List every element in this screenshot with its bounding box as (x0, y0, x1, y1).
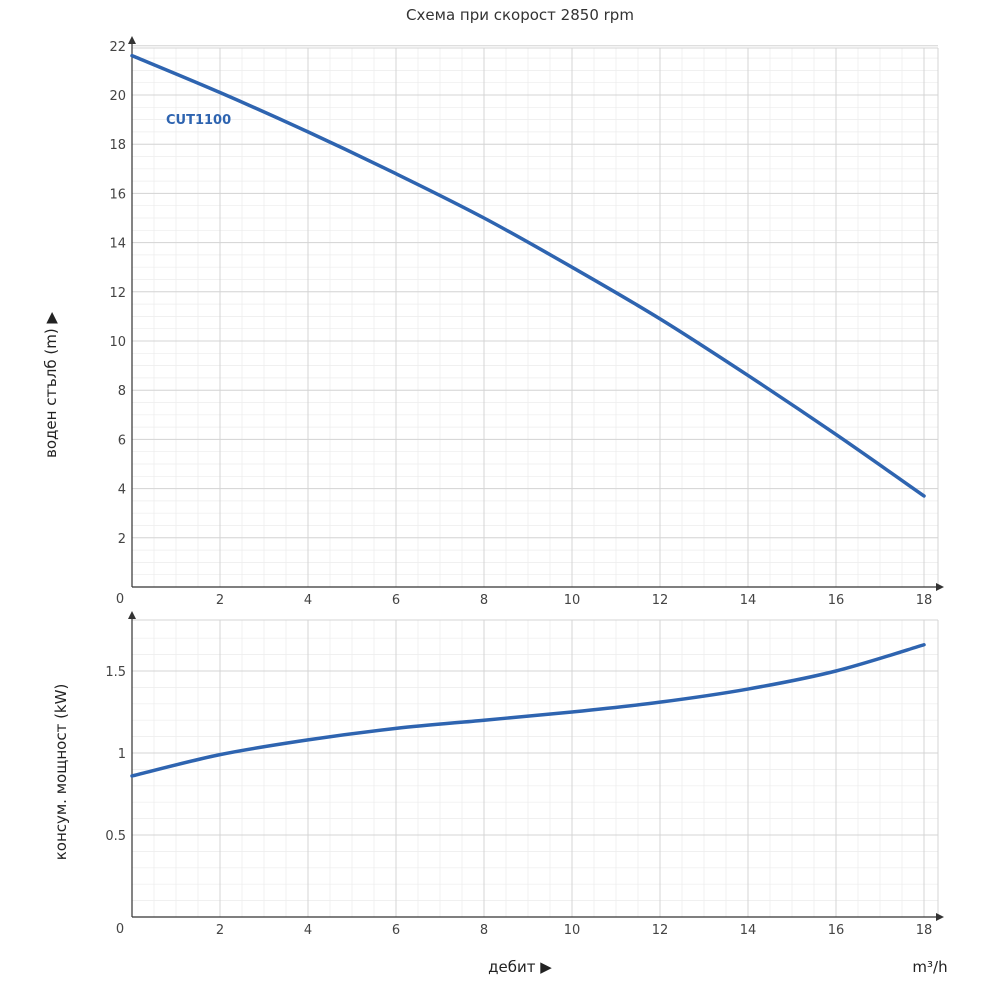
x-tick-label: 4 (304, 593, 312, 608)
series-line (130, 53, 926, 498)
power-chart-panel: 0 2 4 6 8 10 12 14 16 18 0.5 1 1.5 консум. мощност (k… (52, 611, 944, 938)
major-grid (132, 45, 939, 587)
y-tick-label: 4 (118, 483, 126, 498)
x-tick-label: 18 (916, 593, 933, 608)
major-grid (132, 619, 939, 917)
y-tick-label: 16 (109, 187, 126, 202)
x-tick-label: 4 (304, 923, 312, 938)
series-line (130, 643, 926, 778)
x-tick-label: 16 (828, 923, 845, 938)
x-axis-arrow-icon (936, 583, 944, 591)
y-tick-label: 12 (109, 286, 126, 301)
x-tick-label: 0 (116, 922, 124, 937)
chart-title: Схема при скорост 2850 rpm (406, 6, 634, 24)
x-axis-unit: m³/h (912, 958, 947, 976)
x-tick-label: 10 (564, 923, 581, 938)
y-tick-label: 8 (118, 384, 126, 399)
y-tick-label: 0.5 (105, 829, 126, 844)
y-axis-arrow-icon (128, 611, 136, 619)
x-tick-label: 12 (652, 923, 669, 938)
x-tick-label: 14 (740, 593, 757, 608)
y-tick-label: 14 (109, 237, 126, 252)
x-tick-label: 2 (216, 923, 224, 938)
series-name-label: CUT1100 (166, 113, 231, 128)
y-tick-label: 1 (118, 747, 126, 762)
y-tick-label: 18 (109, 138, 126, 153)
x-tick-label: 8 (480, 593, 488, 608)
x-axis-arrow-icon (936, 913, 944, 921)
head-chart-panel: 0 2 4 6 8 10 12 14 16 18 2 4 6 8 10 12 14 16 18 20 22 воден с… (42, 36, 944, 608)
y-tick-label: 2 (118, 532, 126, 547)
y-axis-label: воден стълб (m) ▶ (42, 312, 60, 458)
x-tick-label: 14 (740, 923, 757, 938)
x-tick-label: 18 (916, 923, 933, 938)
x-axis-label: дебит ▶ (488, 958, 552, 976)
x-tick-label: 6 (392, 593, 400, 608)
x-tick-label: 0 (116, 592, 124, 607)
x-tick-label: 10 (564, 593, 581, 608)
y-tick-label: 10 (109, 335, 126, 350)
x-tick-label: 16 (828, 593, 845, 608)
y-axis-label: консум. мощност (kW) (52, 684, 70, 861)
x-tick-label: 8 (480, 923, 488, 938)
y-tick-label: 6 (118, 433, 126, 448)
x-tick-label: 12 (652, 593, 669, 608)
y-axis-arrow-icon (128, 36, 136, 44)
x-tick-label: 6 (392, 923, 400, 938)
minor-grid (132, 620, 938, 917)
y-tick-label: 22 (109, 40, 126, 55)
x-tick-label: 2 (216, 593, 224, 608)
minor-grid (132, 48, 938, 587)
y-tick-label: 1.5 (105, 665, 126, 680)
y-tick-label: 20 (109, 89, 126, 104)
